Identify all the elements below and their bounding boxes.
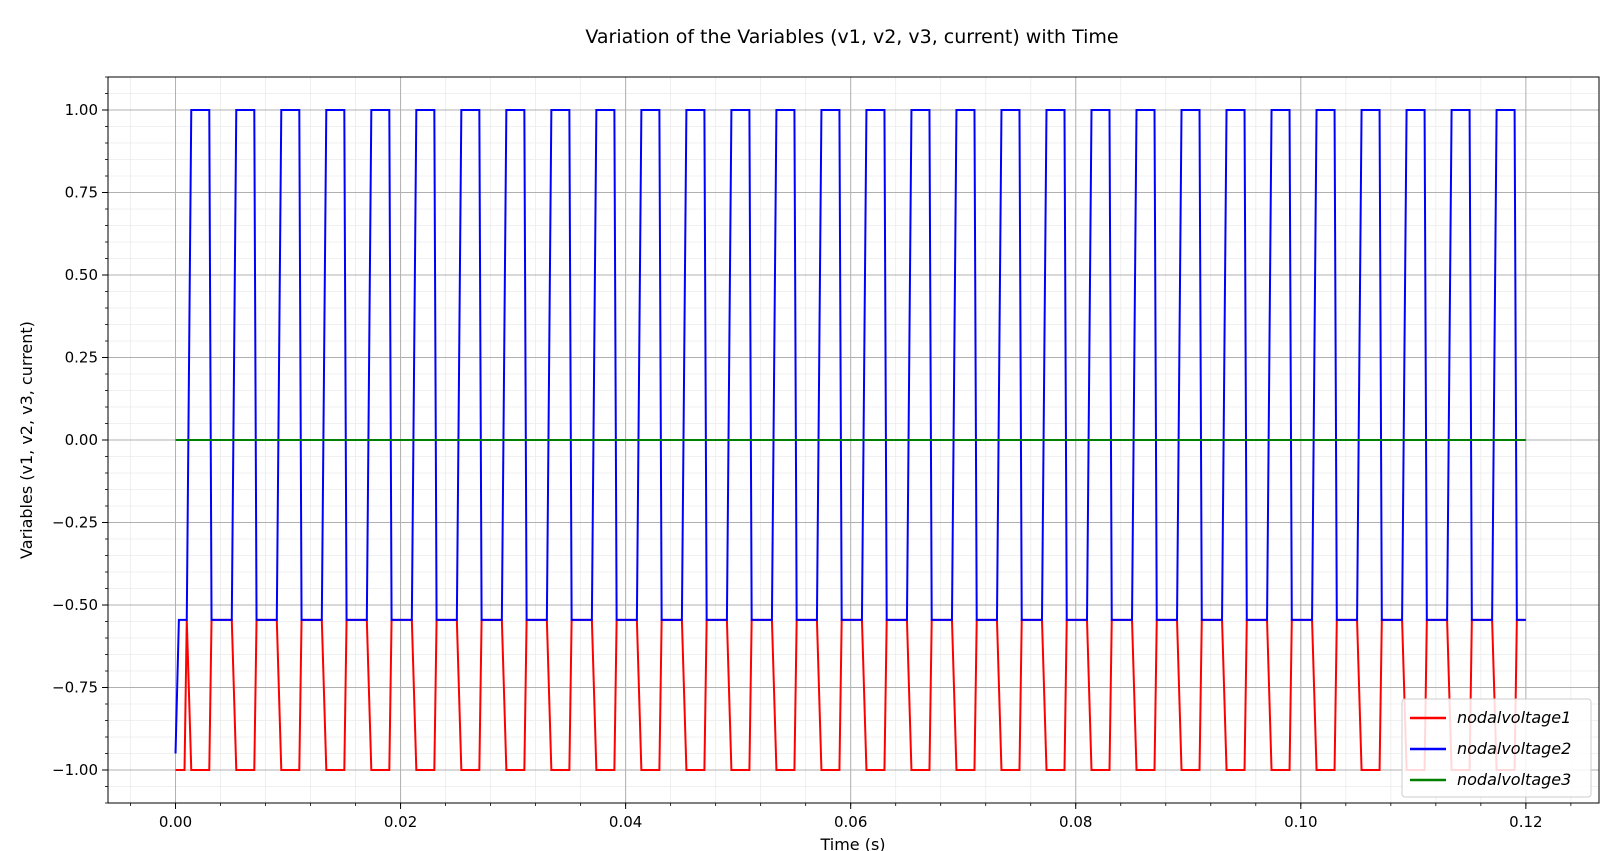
x-tick-label: 0.12 <box>1509 813 1542 831</box>
x-axis-label: Time (s) <box>819 835 885 851</box>
x-tick-label: 0.08 <box>1059 813 1092 831</box>
y-tick-label: 0.25 <box>65 349 98 367</box>
x-tick-label: 0.02 <box>384 813 417 831</box>
y-tick-label: −0.75 <box>52 679 98 697</box>
y-tick-label: 0.00 <box>65 431 98 449</box>
x-tick-label: 0.06 <box>834 813 867 831</box>
x-axis: 0.00 0.02 0.04 0.06 0.08 0.10 0.12 <box>131 803 1571 831</box>
y-tick-label: 0.75 <box>65 184 98 202</box>
x-tick-label: 0.04 <box>609 813 642 831</box>
y-tick-label: −1.00 <box>52 761 98 779</box>
legend: nodalvoltage1 nodalvoltage2 nodalvoltage3 <box>1402 699 1591 797</box>
y-tick-label: −0.25 <box>52 514 98 532</box>
legend-label: nodalvoltage2 <box>1457 739 1571 758</box>
y-tick-label: −0.50 <box>52 596 98 614</box>
legend-label: nodalvoltage1 <box>1457 708 1571 727</box>
y-axis-label: Variables (v1, v2, v3, current) <box>17 321 36 559</box>
y-tick-label: 0.50 <box>65 266 98 284</box>
x-tick-label: 0.10 <box>1284 813 1317 831</box>
x-tick-label: 0.00 <box>159 813 192 831</box>
chart-title: Variation of the Variables (v1, v2, v3, … <box>585 26 1118 48</box>
y-tick-label: 1.00 <box>65 101 98 119</box>
y-axis: 1.00 0.75 0.50 0.25 0.00 −0.25 −0.50 −0.75 −1.00 <box>52 77 108 803</box>
legend-label: nodalvoltage3 <box>1457 770 1571 789</box>
